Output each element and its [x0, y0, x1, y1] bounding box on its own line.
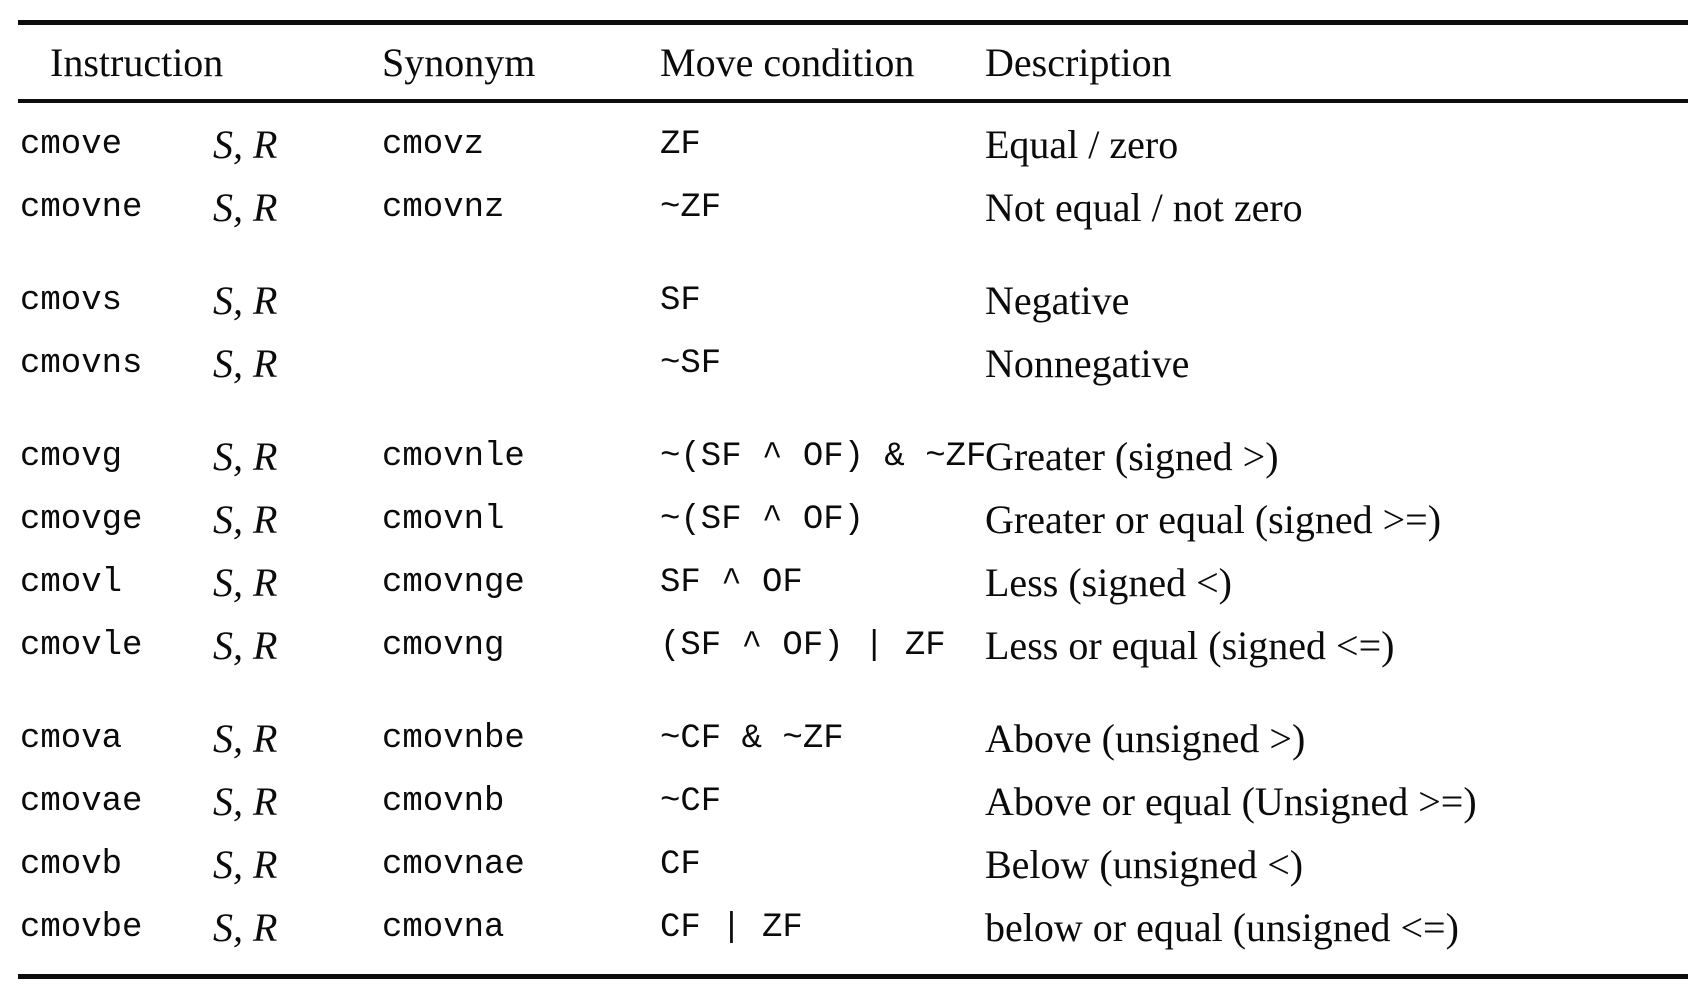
col-header-synonym: Synonym [382, 39, 536, 85]
table-row: cmove S, R cmovz ZF Equal / zero [0, 113, 1704, 176]
description-cell: Not equal / not zero [985, 185, 1303, 230]
row-group-unsigned: cmova S, R cmovnbe ~CF & ~ZF Above (unsi… [0, 707, 1704, 959]
row-group-zero: cmove S, R cmovz ZF Equal / zero cmovne … [0, 113, 1704, 239]
condition-cell: CF [660, 845, 701, 884]
table-row: cmovg S, R cmovnle ~(SF ^ OF) & ~ZF Grea… [0, 425, 1704, 488]
table-header-rule [18, 99, 1688, 103]
instruction-cell: cmovg [20, 437, 123, 476]
synonym-cell: cmovz [382, 125, 485, 164]
instruction-cell: cmovle [20, 626, 143, 665]
instruction-cell: cmovs [20, 281, 123, 320]
operands-cell: S, R [213, 779, 278, 824]
operands-cell: S, R [213, 185, 278, 230]
condition-cell: ~(SF ^ OF) [660, 500, 865, 539]
description-cell: Above (unsigned >) [985, 716, 1306, 761]
instruction-cell: cmovae [20, 782, 143, 821]
condition-cell: ZF [660, 125, 701, 164]
description-cell: Below (unsigned <) [985, 842, 1304, 887]
instruction-cell: cmovne [20, 188, 143, 227]
condition-cell: ~CF [660, 782, 722, 821]
table-row: cmovne S, R cmovnz ~ZF Not equal / not z… [0, 176, 1704, 239]
instruction-cell: cmovns [20, 344, 143, 383]
operands-cell: S, R [213, 716, 278, 761]
instruction-cell: cmovbe [20, 908, 143, 947]
instruction-cell: cmova [20, 719, 123, 758]
table-bottom-rule [18, 974, 1688, 979]
operands-cell: S, R [213, 341, 278, 386]
description-cell: Negative [985, 278, 1130, 323]
description-cell: Greater or equal (signed >=) [985, 497, 1442, 542]
condition-cell: ~(SF ^ OF) & ~ZF [660, 437, 987, 476]
description-cell: Nonnegative [985, 341, 1190, 386]
table-row: cmovl S, R cmovnge SF ^ OF Less (signed … [0, 551, 1704, 614]
table-row: cmovs S, R SF Negative [0, 269, 1704, 332]
condition-cell: ~SF [660, 344, 722, 383]
col-header-move-condition: Move condition [660, 39, 915, 85]
col-header-description: Description [985, 39, 1172, 85]
description-cell: Above or equal (Unsigned >=) [985, 779, 1477, 824]
operands-cell: S, R [213, 905, 278, 950]
synonym-cell: cmovnle [382, 437, 525, 476]
table-header-row: Instruction Synonym Move condition Descr… [0, 25, 1704, 99]
operands-cell: S, R [213, 623, 278, 668]
instruction-cell: cmovl [20, 563, 123, 602]
table-row: cmovbe S, R cmovna CF | ZF below or equa… [0, 896, 1704, 959]
description-cell: Less or equal (signed <=) [985, 623, 1395, 668]
operands-cell: S, R [213, 560, 278, 605]
condition-cell: CF | ZF [660, 908, 803, 947]
synonym-cell: cmovnb [382, 782, 505, 821]
operands-cell: S, R [213, 497, 278, 542]
synonym-cell: cmovnbe [382, 719, 525, 758]
table-row: cmovle S, R cmovng (SF ^ OF) | ZF Less o… [0, 614, 1704, 677]
condition-cell: SF [660, 281, 701, 320]
description-cell: below or equal (unsigned <=) [985, 905, 1459, 950]
description-cell: Greater (signed >) [985, 434, 1279, 479]
condition-cell: ~ZF [660, 188, 722, 227]
operands-cell: S, R [213, 842, 278, 887]
table-row: cmovb S, R cmovnae CF Below (unsigned <) [0, 833, 1704, 896]
row-group-signed: cmovg S, R cmovnle ~(SF ^ OF) & ~ZF Grea… [0, 425, 1704, 677]
instruction-cell: cmovge [20, 500, 143, 539]
instruction-cell: cmove [20, 125, 123, 164]
operands-cell: S, R [213, 278, 278, 323]
synonym-cell: cmovna [382, 908, 505, 947]
table-row: cmova S, R cmovnbe ~CF & ~ZF Above (unsi… [0, 707, 1704, 770]
table-row: cmovae S, R cmovnb ~CF Above or equal (U… [0, 770, 1704, 833]
description-cell: Less (signed <) [985, 560, 1232, 605]
synonym-cell: cmovnge [382, 563, 525, 602]
condition-cell: ~CF & ~ZF [660, 719, 844, 758]
col-header-instruction: Instruction [50, 39, 224, 85]
row-group-sign: cmovs S, R SF Negative cmovns S, R ~SF N… [0, 269, 1704, 395]
table-row: cmovns S, R ~SF Nonnegative [0, 332, 1704, 395]
synonym-cell: cmovnl [382, 500, 505, 539]
synonym-cell: cmovnae [382, 845, 525, 884]
description-cell: Equal / zero [985, 122, 1179, 167]
instruction-cell: cmovb [20, 845, 123, 884]
condition-cell: (SF ^ OF) | ZF [660, 626, 946, 665]
table-top-rule [18, 20, 1688, 25]
table-row: cmovge S, R cmovnl ~(SF ^ OF) Greater or… [0, 488, 1704, 551]
operands-cell: S, R [213, 122, 278, 167]
synonym-cell: cmovnz [382, 188, 505, 227]
condition-cell: SF ^ OF [660, 563, 803, 602]
operands-cell: S, R [213, 434, 278, 479]
synonym-cell: cmovng [382, 626, 505, 665]
table-body: cmove S, R cmovz ZF Equal / zero cmovne … [0, 103, 1704, 959]
